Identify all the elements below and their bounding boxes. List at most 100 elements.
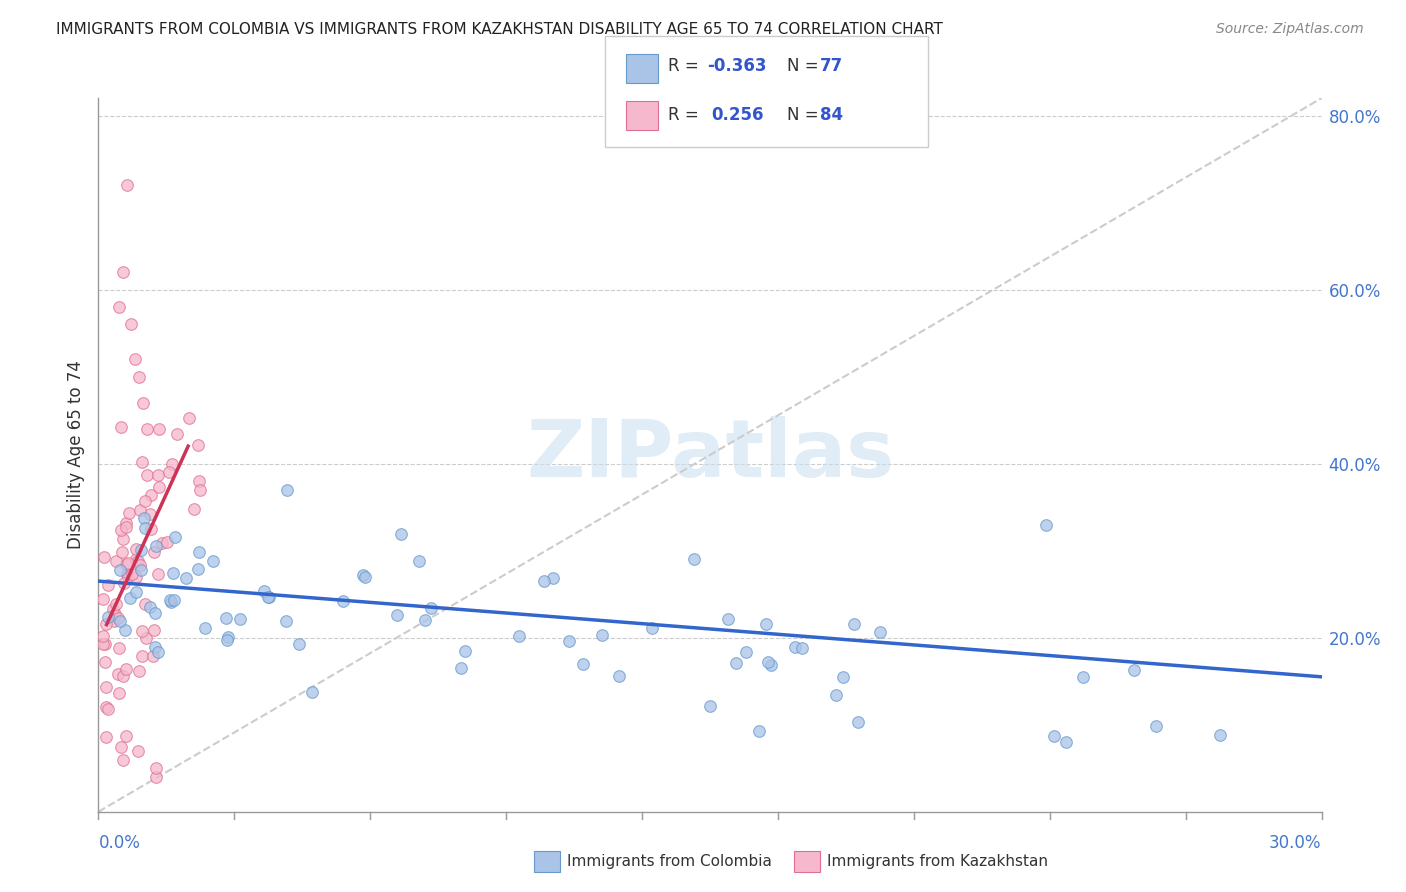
Point: [139, 488, 162, 502]
Point: [832, 670, 855, 684]
Text: Immigrants from Colombia: Immigrants from Colombia: [567, 855, 772, 869]
Point: [131, 563, 153, 577]
Text: ZIPatlas: ZIPatlas: [526, 416, 894, 494]
Point: [131, 624, 153, 639]
Point: [607, 669, 630, 683]
Point: [755, 617, 778, 632]
Point: [94, 616, 117, 631]
Point: [187, 437, 209, 451]
Point: [734, 645, 756, 659]
Point: [354, 570, 377, 584]
Point: [108, 563, 131, 577]
Point: [96, 700, 118, 714]
Point: [166, 427, 188, 442]
Point: [759, 658, 782, 673]
Point: [533, 574, 555, 588]
Point: [724, 656, 747, 670]
Point: [142, 624, 165, 638]
Point: [115, 662, 138, 676]
Point: [352, 567, 374, 582]
Point: [94, 680, 117, 694]
Point: [699, 698, 721, 713]
Point: [127, 744, 149, 758]
Point: [1035, 517, 1057, 532]
Text: 77: 77: [820, 57, 844, 75]
Point: [138, 600, 160, 615]
Point: [143, 545, 166, 559]
Point: [641, 621, 664, 635]
Text: IMMIGRANTS FROM COLOMBIA VS IMMIGRANTS FROM KAZAKHSTAN DISABILITY AGE 65 TO 74 C: IMMIGRANTS FROM COLOMBIA VS IMMIGRANTS F…: [56, 22, 943, 37]
Point: [748, 723, 770, 738]
Point: [541, 571, 564, 585]
Point: [143, 606, 166, 620]
Point: [91, 591, 114, 606]
Point: [114, 624, 136, 638]
Y-axis label: Disability Age 65 to 74: Disability Age 65 to 74: [66, 360, 84, 549]
Point: [107, 611, 129, 625]
Point: [129, 502, 152, 516]
Point: [111, 265, 134, 279]
Point: [115, 519, 138, 533]
Point: [253, 584, 276, 599]
Point: [127, 554, 149, 568]
Point: [134, 521, 156, 535]
Point: [756, 655, 779, 669]
Point: [408, 554, 430, 568]
Point: [135, 631, 157, 645]
Point: [114, 729, 136, 743]
Point: [825, 688, 848, 702]
Point: [332, 593, 354, 607]
Point: [128, 369, 150, 384]
Point: [97, 610, 120, 624]
Point: [194, 621, 217, 635]
Point: [717, 612, 740, 626]
Point: [163, 530, 186, 544]
Point: [120, 591, 142, 605]
Point: [110, 545, 132, 559]
Point: [143, 640, 166, 655]
Point: [177, 411, 200, 425]
Point: [115, 567, 138, 582]
Point: [1123, 663, 1146, 677]
Point: [1043, 730, 1066, 744]
Text: 0.256: 0.256: [711, 106, 763, 124]
Point: [162, 566, 184, 580]
Point: [148, 422, 170, 436]
Text: 84: 84: [820, 106, 842, 124]
Point: [139, 507, 162, 521]
Text: Immigrants from Kazakhstan: Immigrants from Kazakhstan: [827, 855, 1047, 869]
Point: [413, 613, 436, 627]
Point: [420, 600, 443, 615]
Point: [117, 569, 139, 583]
Point: [107, 640, 129, 655]
Point: [288, 637, 311, 651]
Point: [591, 628, 613, 642]
Text: Source: ZipAtlas.com: Source: ZipAtlas.com: [1216, 22, 1364, 37]
Point: [257, 590, 280, 604]
Point: [389, 526, 412, 541]
Point: [146, 645, 169, 659]
Point: [136, 422, 159, 436]
Point: [683, 552, 706, 566]
Point: [132, 395, 155, 409]
Point: [93, 549, 115, 564]
Point: [96, 731, 118, 745]
Point: [120, 318, 142, 332]
Point: [163, 592, 186, 607]
Point: [174, 571, 197, 585]
Point: [111, 752, 134, 766]
Point: [869, 625, 891, 640]
Point: [110, 420, 132, 434]
Point: [94, 655, 117, 669]
Point: [187, 562, 209, 576]
Point: [454, 644, 477, 658]
Point: [229, 612, 252, 626]
Text: N =: N =: [787, 57, 824, 75]
Point: [111, 532, 134, 546]
Point: [124, 570, 146, 584]
Point: [108, 300, 131, 314]
Point: [107, 667, 129, 681]
Point: [159, 595, 181, 609]
Point: [145, 539, 167, 553]
Point: [103, 602, 125, 616]
